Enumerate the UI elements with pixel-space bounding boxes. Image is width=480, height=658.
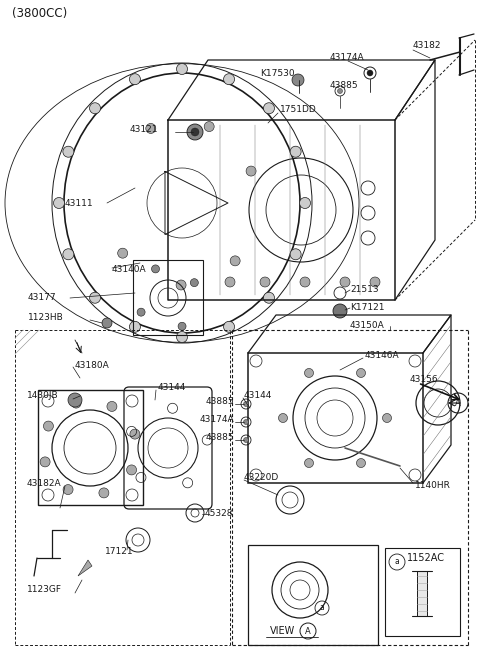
Circle shape xyxy=(130,74,141,85)
Circle shape xyxy=(224,74,235,85)
Circle shape xyxy=(243,401,249,407)
Text: 1152AC: 1152AC xyxy=(407,553,445,563)
Circle shape xyxy=(278,413,288,422)
Circle shape xyxy=(246,166,256,176)
Text: a: a xyxy=(320,603,324,613)
Circle shape xyxy=(333,304,347,318)
Circle shape xyxy=(292,74,304,86)
Circle shape xyxy=(367,70,373,76)
Circle shape xyxy=(63,484,73,495)
Text: K17121: K17121 xyxy=(350,303,384,313)
Circle shape xyxy=(176,280,186,290)
Circle shape xyxy=(63,249,74,260)
Circle shape xyxy=(130,321,141,332)
Circle shape xyxy=(191,278,198,287)
Circle shape xyxy=(68,393,82,407)
Circle shape xyxy=(137,308,145,316)
Circle shape xyxy=(107,401,117,411)
Text: 43174A: 43174A xyxy=(199,415,234,424)
Text: 17121: 17121 xyxy=(105,547,133,555)
Circle shape xyxy=(204,122,214,132)
Text: 45328: 45328 xyxy=(205,509,233,517)
Circle shape xyxy=(357,368,365,378)
Text: 43150A: 43150A xyxy=(350,322,385,330)
Circle shape xyxy=(225,277,235,287)
Circle shape xyxy=(264,103,275,114)
Text: A: A xyxy=(305,626,311,636)
Text: 43174A: 43174A xyxy=(330,53,365,63)
Circle shape xyxy=(243,438,249,442)
Text: 43182: 43182 xyxy=(413,41,442,51)
Circle shape xyxy=(243,420,249,424)
Text: A: A xyxy=(455,399,461,407)
Text: 1430JB: 1430JB xyxy=(27,392,59,401)
Text: (3800CC): (3800CC) xyxy=(12,7,67,20)
Polygon shape xyxy=(78,560,92,576)
Text: 43144: 43144 xyxy=(158,384,186,393)
Bar xyxy=(248,545,378,645)
Circle shape xyxy=(304,459,313,468)
Text: 1123HB: 1123HB xyxy=(28,313,64,322)
Circle shape xyxy=(290,146,301,157)
Circle shape xyxy=(357,459,365,468)
Circle shape xyxy=(187,124,203,140)
Circle shape xyxy=(224,321,235,332)
Text: 1140HR: 1140HR xyxy=(415,482,451,490)
Circle shape xyxy=(99,488,109,498)
Circle shape xyxy=(90,292,100,303)
Circle shape xyxy=(230,256,240,266)
Text: 21513: 21513 xyxy=(350,286,379,295)
Circle shape xyxy=(300,277,310,287)
Text: 43180A: 43180A xyxy=(75,361,110,370)
Circle shape xyxy=(177,332,188,343)
Circle shape xyxy=(63,146,74,157)
Text: 43182A: 43182A xyxy=(27,478,61,488)
Circle shape xyxy=(178,322,186,330)
Circle shape xyxy=(90,103,100,114)
Circle shape xyxy=(53,197,64,209)
Text: 43177: 43177 xyxy=(28,293,57,303)
Text: 43146A: 43146A xyxy=(365,351,400,359)
Text: K17530: K17530 xyxy=(260,70,295,78)
Bar xyxy=(417,571,427,616)
Circle shape xyxy=(337,88,343,93)
Circle shape xyxy=(383,413,392,422)
Circle shape xyxy=(370,277,380,287)
Circle shape xyxy=(102,318,112,328)
Text: 1123GF: 1123GF xyxy=(27,586,62,594)
Circle shape xyxy=(191,128,199,136)
Bar xyxy=(38,390,143,505)
Circle shape xyxy=(43,421,53,431)
Circle shape xyxy=(290,249,301,260)
Circle shape xyxy=(152,265,159,273)
Circle shape xyxy=(340,277,350,287)
Circle shape xyxy=(304,368,313,378)
Text: 43220D: 43220D xyxy=(244,474,279,482)
Bar xyxy=(133,260,203,335)
Circle shape xyxy=(127,465,137,475)
Bar xyxy=(385,548,460,636)
Circle shape xyxy=(177,64,188,74)
Circle shape xyxy=(146,124,156,134)
Text: 43156: 43156 xyxy=(410,376,439,384)
Text: 43885: 43885 xyxy=(205,434,234,442)
Text: 43121: 43121 xyxy=(130,126,158,134)
Circle shape xyxy=(40,457,50,467)
Text: 43144: 43144 xyxy=(244,392,272,401)
Text: 43885: 43885 xyxy=(205,397,234,407)
Circle shape xyxy=(264,292,275,303)
Text: 43111: 43111 xyxy=(65,199,94,207)
Text: 1751DD: 1751DD xyxy=(280,105,317,114)
Circle shape xyxy=(130,429,140,439)
Text: 43140A: 43140A xyxy=(112,265,146,274)
Bar xyxy=(248,353,423,483)
Text: VIEW: VIEW xyxy=(270,626,295,636)
Circle shape xyxy=(260,277,270,287)
Text: 43885: 43885 xyxy=(330,82,359,91)
Circle shape xyxy=(118,248,128,258)
Circle shape xyxy=(300,197,311,209)
Text: a: a xyxy=(395,557,399,567)
Circle shape xyxy=(71,398,81,408)
